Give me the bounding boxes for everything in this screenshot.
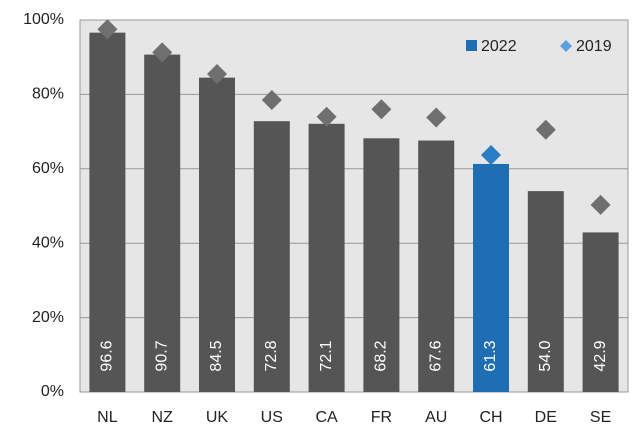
legend-label: 2022	[481, 38, 517, 55]
data-label: 90.7	[153, 340, 170, 371]
x-tick-label: CA	[315, 409, 338, 426]
bar	[253, 121, 290, 393]
x-tick-label: DE	[535, 409, 557, 426]
bar	[418, 140, 455, 392]
diamond-marker	[590, 194, 611, 215]
bar	[582, 232, 619, 392]
y-tick-label: 0%	[41, 383, 64, 400]
bar	[527, 191, 564, 392]
data-label: 96.6	[99, 340, 116, 371]
x-tick-label: NL	[97, 409, 118, 426]
data-label: 72.1	[318, 340, 335, 371]
bar	[363, 138, 400, 392]
legend-label: 2019	[576, 38, 612, 55]
bar	[144, 54, 181, 392]
x-tick-label: US	[261, 409, 283, 426]
y-tick-label: 40%	[32, 234, 64, 251]
data-label: 67.6	[427, 340, 444, 371]
diamond-marker	[316, 106, 337, 127]
x-tick-label: AU	[425, 409, 447, 426]
diamond-marker	[152, 42, 173, 63]
y-tick-label: 20%	[32, 309, 64, 326]
diamond-marker	[481, 145, 501, 166]
diamond-marker	[261, 89, 282, 110]
data-label: 68.2	[373, 340, 390, 371]
data-label: 54.0	[537, 340, 554, 371]
x-tick-label: CH	[479, 409, 502, 426]
bar	[308, 123, 345, 393]
diamond-marker	[97, 19, 118, 40]
diamond-marker	[207, 63, 227, 84]
x-tick-label: SE	[590, 409, 611, 426]
y-tick-label: 80%	[32, 86, 64, 103]
y-tick-label: 60%	[32, 160, 64, 177]
legend-swatch	[560, 40, 572, 52]
bar	[199, 77, 235, 392]
diamond-marker	[535, 119, 556, 140]
bar	[89, 32, 126, 392]
legend-swatch	[466, 40, 477, 51]
bar	[473, 163, 509, 392]
data-label: 61.3	[482, 340, 499, 371]
data-label: 72.8	[263, 340, 280, 371]
data-label: 84.5	[208, 340, 225, 371]
data-label: 42.9	[592, 340, 609, 371]
x-tick-label: NZ	[152, 409, 174, 426]
y-tick-label: 100%	[23, 11, 64, 28]
diamond-marker	[371, 99, 392, 120]
diamond-marker	[426, 107, 447, 128]
x-tick-label: FR	[371, 409, 392, 426]
x-tick-label: UK	[206, 409, 229, 426]
